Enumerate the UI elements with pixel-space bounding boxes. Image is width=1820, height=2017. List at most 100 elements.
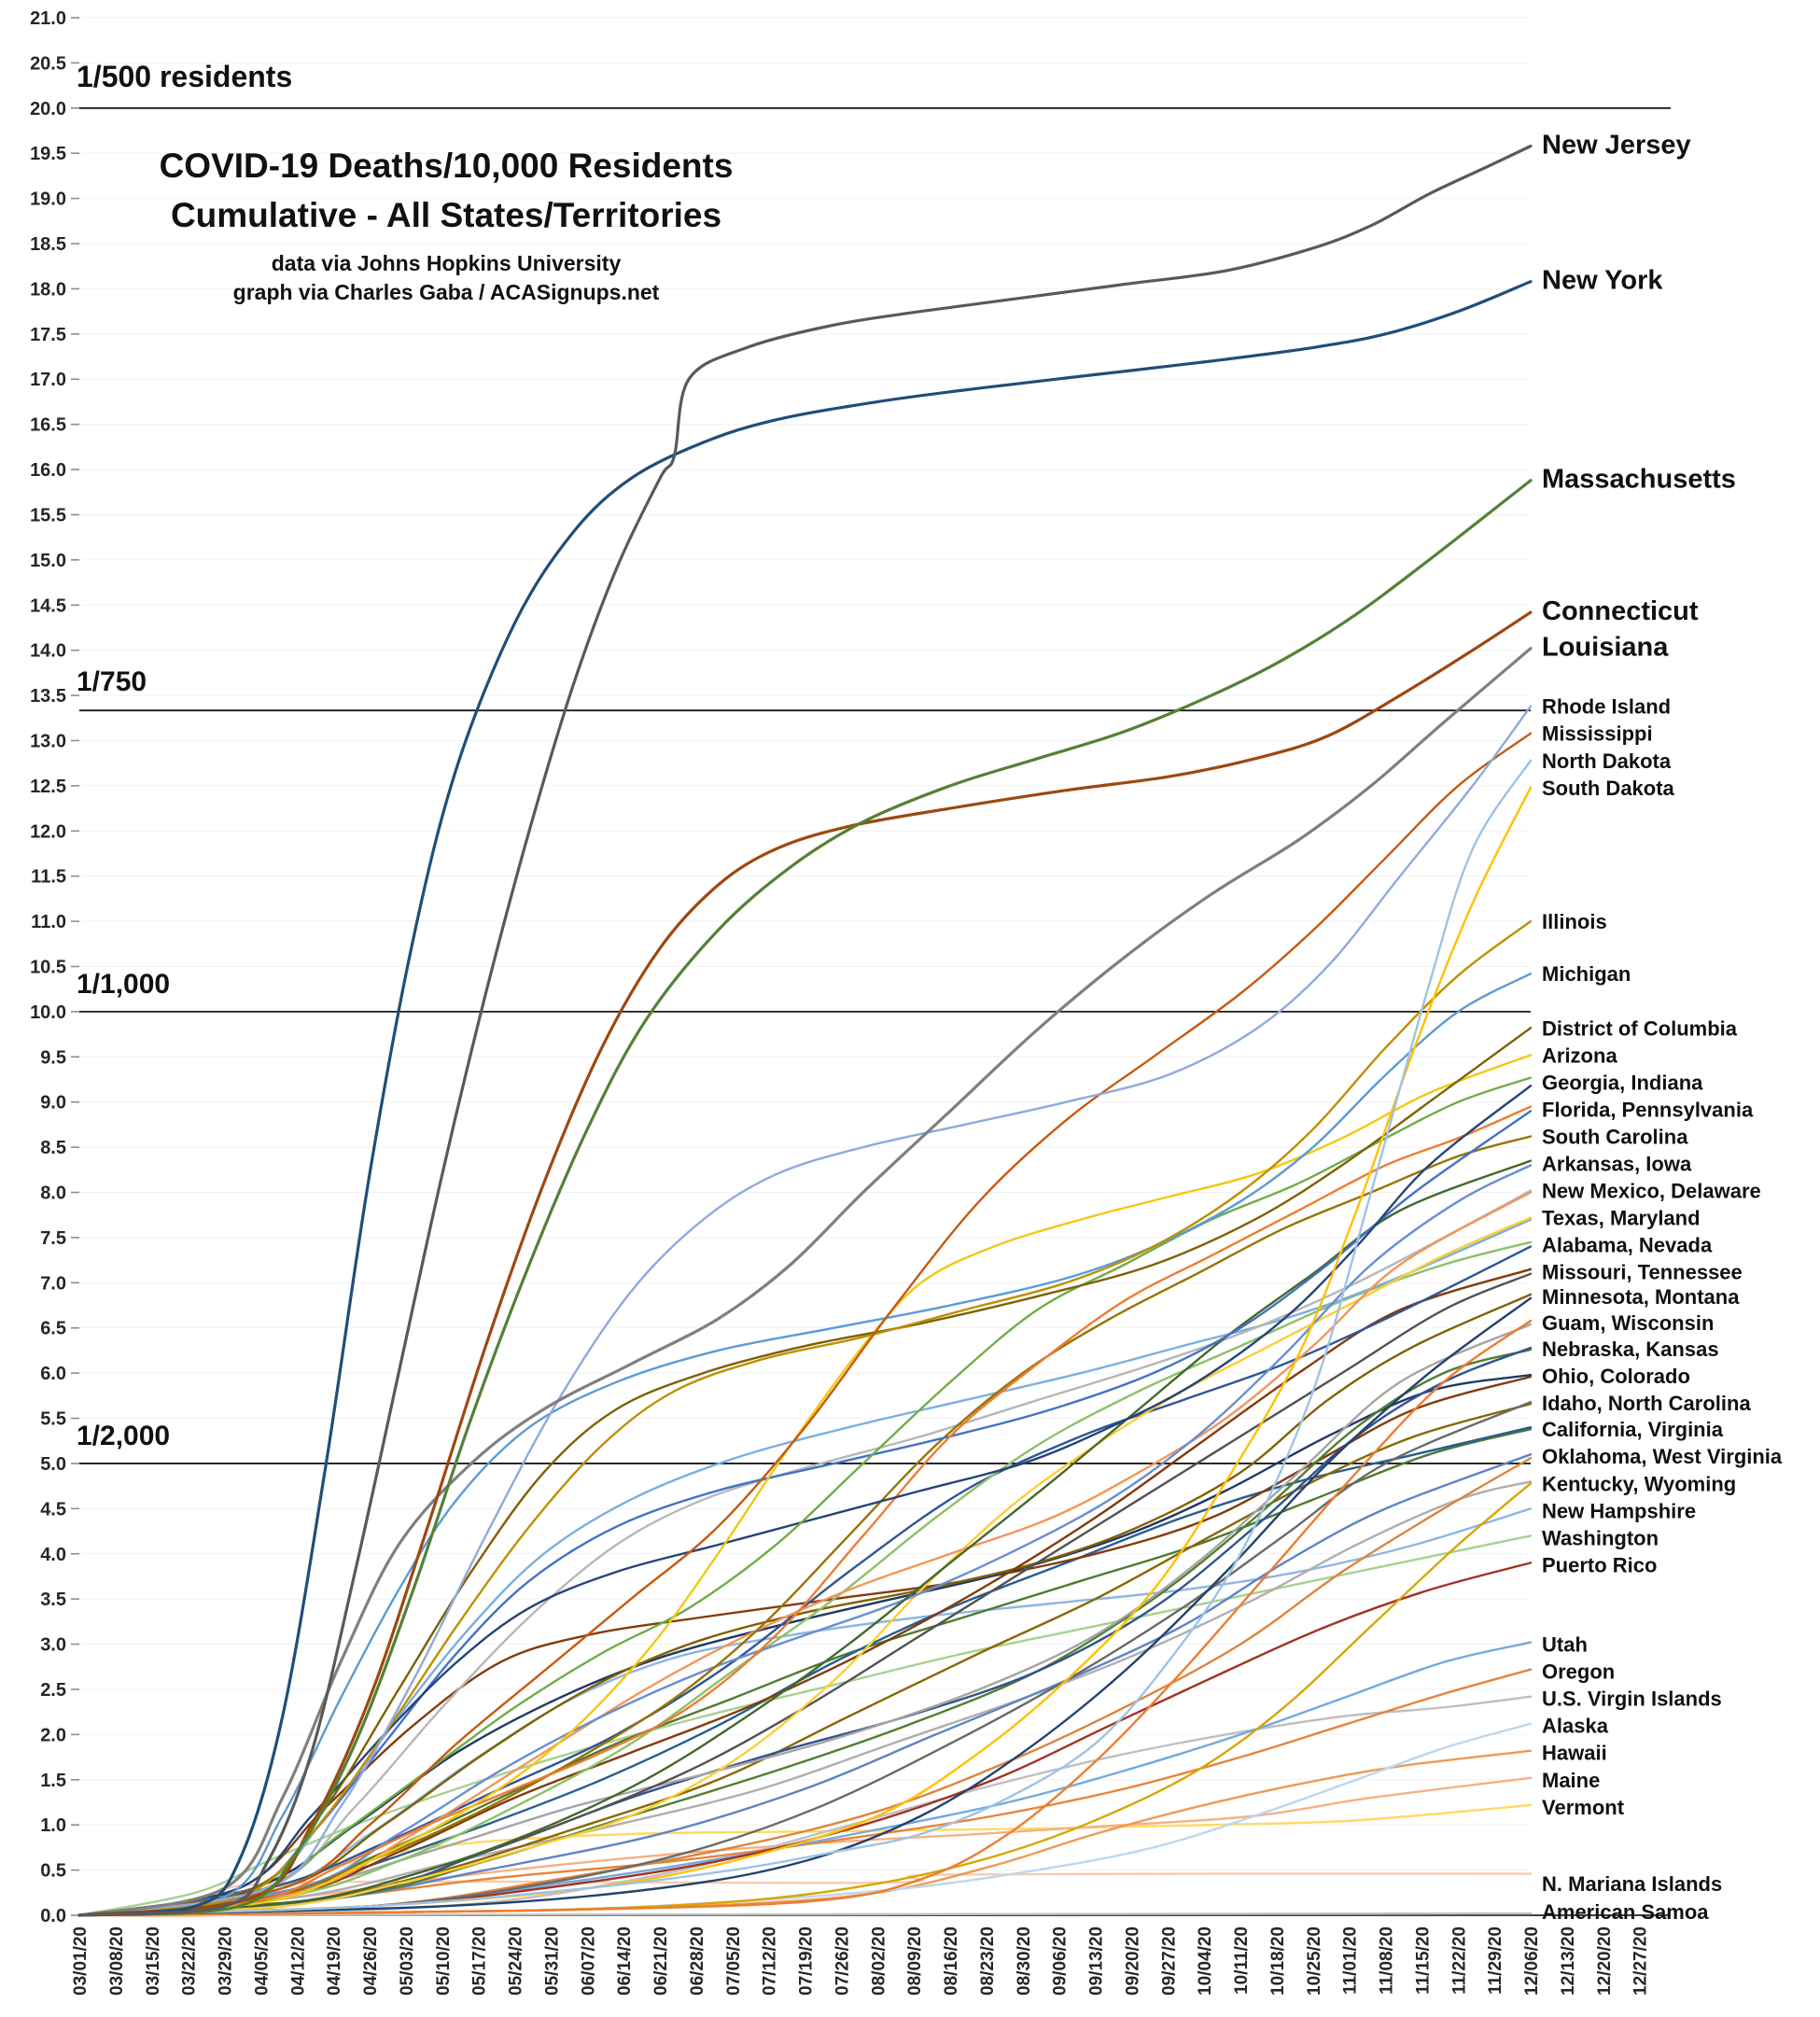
series-label-arkansas-iowa: Arkansas, Iowa (1542, 1153, 1692, 1176)
x-tick-label: 05/31/20 (542, 1926, 562, 1996)
series-label-american-samoa: American Samoa (1542, 1900, 1709, 1924)
x-tick-label: 03/01/20 (71, 1926, 91, 1996)
y-tick-label: 19.0 (30, 189, 66, 210)
x-tick-label: 11/01/20 (1341, 1926, 1361, 1995)
series-label-nebraska-kansas: Nebraska, Kansas (1542, 1338, 1719, 1361)
ref-label-1-1000: 1/1,000 (77, 969, 171, 1000)
y-tick-label: 18.5 (30, 234, 66, 255)
series-line-missouri (77, 1268, 1533, 1917)
y-tick-label: 13.0 (30, 731, 66, 751)
series-label-district-of-columbia: District of Columbia (1542, 1016, 1738, 1040)
series-line-mississippi (77, 732, 1533, 1917)
series-label-connecticut: Connecticut (1542, 596, 1699, 626)
series-line-illinois (77, 919, 1533, 1917)
x-tick-label: 05/17/20 (470, 1926, 490, 1996)
y-tick-label: 1.0 (40, 1815, 66, 1836)
series-line-kansas (77, 1348, 1533, 1917)
x-tick-label: 09/13/20 (1087, 1926, 1107, 1996)
series-line-minnesota (77, 1293, 1533, 1917)
series-label-hawaii: Hawaii (1542, 1742, 1607, 1765)
series-label-washington: Washington (1542, 1526, 1659, 1549)
series-label-oklahoma-west-virginia: Oklahoma, West Virginia (1542, 1445, 1783, 1468)
series-label-louisiana: Louisiana (1542, 633, 1669, 663)
series-label-rhode-island: Rhode Island (1542, 695, 1671, 719)
y-tick-label: 15.0 (30, 551, 66, 571)
series-line-arkansas (77, 1159, 1533, 1917)
y-tick-label: 11.5 (31, 867, 66, 888)
series-label-minnesota-montana: Minnesota, Montana (1542, 1285, 1740, 1309)
x-tick-label: 05/24/20 (507, 1926, 526, 1996)
series-label-florida-pennsylvania: Florida, Pennsylvania (1542, 1098, 1754, 1121)
y-tick-label: 19.5 (30, 144, 66, 164)
series-label-mississippi: Mississippi (1542, 722, 1653, 746)
series-label-massachusetts: Massachusetts (1542, 465, 1736, 495)
y-tick-label: 6.5 (40, 1319, 66, 1339)
x-tick-label: 09/20/20 (1123, 1926, 1142, 1996)
y-tick-label: 3.5 (40, 1590, 66, 1610)
series-line-rhode-island (77, 705, 1533, 1917)
series-line-north-dakota (77, 759, 1533, 1917)
series-line-guam (77, 1319, 1533, 1917)
series-line-pennsylvania (77, 1110, 1533, 1917)
y-tick-label: 15.5 (30, 505, 66, 525)
series-label-south-carolina: South Carolina (1542, 1126, 1688, 1149)
x-tick-label: 07/19/20 (797, 1926, 817, 1996)
series-label-puerto-rico: Puerto Rico (1542, 1553, 1657, 1576)
series-line-west-virginia (77, 1456, 1533, 1917)
y-tick-label: 16.5 (30, 415, 66, 436)
series-label-georgia-indiana: Georgia, Indiana (1542, 1071, 1703, 1094)
series-label-texas-maryland: Texas, Maryland (1542, 1207, 1701, 1230)
series-line-massachusetts (77, 479, 1533, 1917)
y-tick-label: 16.0 (30, 460, 66, 481)
series-label-new-jersey: New Jersey (1542, 130, 1691, 160)
series-label-new-hampshire: New Hampshire (1542, 1499, 1696, 1522)
y-tick-label: 14.0 (30, 641, 66, 662)
x-tick-label: 11/08/20 (1378, 1926, 1397, 1995)
series-line-iowa (77, 1164, 1533, 1917)
y-tick-label: 4.5 (40, 1499, 66, 1520)
series-label-u-s-virgin-islands: U.S. Virgin Islands (1542, 1688, 1722, 1711)
y-tick-label: 17.0 (30, 370, 66, 390)
y-tick-label: 1.5 (40, 1771, 66, 1791)
series-line-oklahoma (77, 1453, 1533, 1917)
series-line-nevada (77, 1245, 1533, 1917)
x-tick-label: 03/08/20 (107, 1926, 127, 1996)
y-tick-label: 17.5 (30, 325, 66, 345)
x-tick-label: 06/07/20 (579, 1926, 598, 1996)
series-line-michigan (77, 973, 1533, 1917)
x-tick-label: 03/15/20 (144, 1926, 163, 1996)
chart-source-line-2: graph via Charles Gaba / ACASignups.net (232, 280, 660, 305)
y-tick-label: 10.0 (30, 1002, 66, 1023)
series-label-idaho-north-carolina: Idaho, North Carolina (1542, 1392, 1751, 1415)
x-tick-label: 05/10/20 (434, 1926, 454, 1996)
y-tick-label: 9.0 (40, 1093, 66, 1114)
x-tick-label: 09/06/20 (1051, 1926, 1071, 1996)
series-label-new-mexico-delaware: New Mexico, Delaware (1542, 1180, 1761, 1203)
y-tick-label: 4.0 (40, 1545, 66, 1565)
x-tick-label: 05/03/20 (398, 1926, 417, 1996)
ref-label-1-500: 1/500 residents (77, 60, 293, 93)
series-label-n-mariana-islands: N. Mariana Islands (1542, 1872, 1722, 1896)
series-label-kentucky-wyoming: Kentucky, Wyoming (1542, 1472, 1736, 1495)
y-tick-label: 2.5 (40, 1680, 66, 1701)
y-tick-label: 7.0 (40, 1273, 66, 1294)
series-line-south-carolina (77, 1135, 1533, 1917)
series-label-utah: Utah (1542, 1633, 1588, 1657)
series-label-california-virginia: California, Virginia (1542, 1418, 1724, 1441)
x-tick-label: 03/22/20 (180, 1926, 200, 1996)
series-label-alabama-nevada: Alabama, Nevada (1542, 1234, 1713, 1257)
y-tick-label: 3.0 (40, 1635, 66, 1656)
series-line-idaho (77, 1400, 1533, 1917)
series-line-montana (77, 1296, 1533, 1917)
series-label-oregon: Oregon (1542, 1660, 1615, 1684)
y-tick-label: 5.5 (40, 1409, 66, 1430)
chart-title: COVID-19 Deaths/10,000 Residents (159, 147, 734, 185)
y-tick-label: 8.0 (40, 1184, 66, 1204)
series-label-alaska: Alaska (1542, 1715, 1609, 1738)
y-tick-label: 20.0 (30, 99, 66, 119)
y-tick-label: 20.5 (30, 53, 66, 74)
x-tick-label: 04/26/20 (361, 1926, 381, 1996)
y-tick-label: 8.5 (40, 1138, 66, 1158)
y-tick-label: 10.5 (30, 958, 66, 978)
